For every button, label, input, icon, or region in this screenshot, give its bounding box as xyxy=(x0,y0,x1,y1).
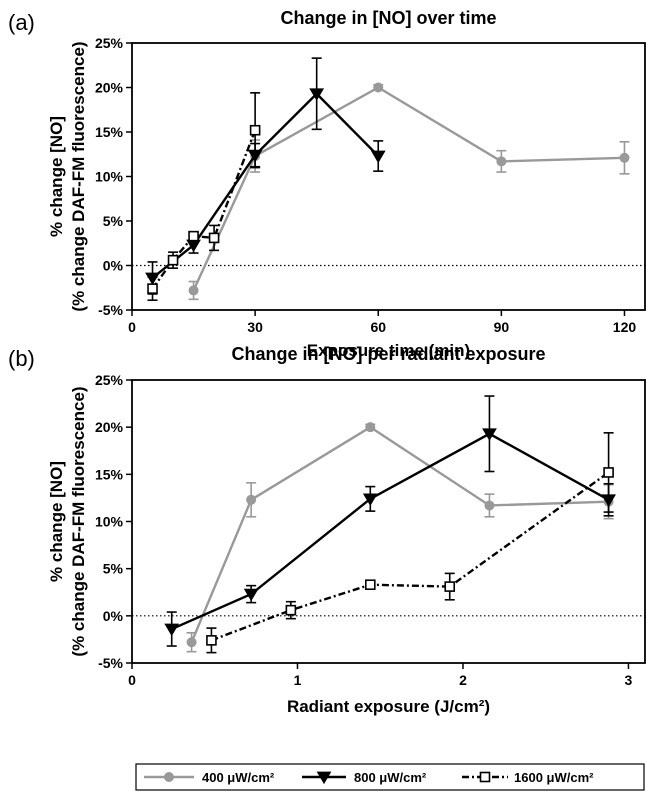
legend-marker-swatch xyxy=(316,771,332,785)
data-point xyxy=(188,285,199,296)
y-tick-label: 10% xyxy=(95,514,124,530)
chart-title: Change in [NO] per radiant exposure xyxy=(231,344,545,364)
legend-entry-1: 800 μW/cm² xyxy=(302,770,427,785)
plot-frame xyxy=(131,42,646,311)
x-tick-label: 0 xyxy=(128,319,136,335)
y-axis-label-line2: (% change DAF-FM fluorescence) xyxy=(69,41,88,311)
y-tick-label: 20% xyxy=(95,419,124,435)
legend-label: 400 μW/cm² xyxy=(202,770,275,785)
x-tick-label: 30 xyxy=(247,319,263,335)
series-line xyxy=(211,471,610,642)
y-tick-label: 0% xyxy=(103,608,124,624)
plot-frame xyxy=(131,379,646,664)
legend-label: 800 μW/cm² xyxy=(354,770,427,785)
y-tick-label: 20% xyxy=(95,80,124,96)
x-tick-label: 0 xyxy=(128,672,136,688)
x-tick-label: 120 xyxy=(613,319,637,335)
x-tick-label: 1 xyxy=(294,672,302,688)
y-tick-label: 15% xyxy=(95,124,124,140)
chart-title: Change in [NO] over time xyxy=(280,8,496,28)
x-tick-label: 2 xyxy=(459,672,467,688)
panel-label: (b) xyxy=(8,346,35,371)
data-point xyxy=(496,156,507,167)
data-point xyxy=(206,635,217,646)
y-axis-label-line1: % change [NO] xyxy=(47,461,66,582)
data-point xyxy=(484,500,495,511)
data-point xyxy=(362,493,378,507)
data-point xyxy=(373,82,384,93)
data-point xyxy=(246,494,257,505)
panel-label: (a) xyxy=(8,10,35,35)
y-tick-label: 10% xyxy=(95,169,124,185)
y-tick-label: -5% xyxy=(98,302,123,318)
x-tick-label: 3 xyxy=(625,672,633,688)
series-1 xyxy=(145,57,386,295)
legend-box xyxy=(135,763,645,791)
data-point xyxy=(309,88,325,101)
data-point xyxy=(167,254,179,266)
series-1 xyxy=(164,395,616,647)
data-point xyxy=(482,428,497,441)
data-point xyxy=(444,581,456,592)
y-tick-label: 15% xyxy=(95,466,124,482)
data-point xyxy=(365,422,376,433)
data-point xyxy=(603,467,614,478)
legend-marker-swatch xyxy=(164,772,174,782)
legend-entry-2: 1600 μW/cm² xyxy=(462,770,594,785)
x-axis-label: Radiant exposure (J/cm²) xyxy=(287,697,490,716)
legend-marker-swatch xyxy=(479,771,491,783)
data-point xyxy=(364,579,376,591)
series-line xyxy=(192,86,625,291)
x-axis-label: Exposure time (min) xyxy=(307,341,470,360)
y-tick-label: 5% xyxy=(103,213,124,229)
series-2 xyxy=(147,92,261,302)
data-point xyxy=(208,232,220,244)
y-tick-label: 25% xyxy=(95,35,124,51)
data-point xyxy=(186,637,197,648)
y-axis-label-line1: % change [NO] xyxy=(47,116,66,237)
x-tick-label: 60 xyxy=(370,319,386,335)
chart-panel-b: (b) Change in [NO] per radiant exposure -5… xyxy=(8,344,646,716)
data-point xyxy=(249,124,261,136)
series-2 xyxy=(206,432,614,654)
series-line xyxy=(151,92,380,279)
data-point xyxy=(188,230,199,242)
legend-label: 1600 μW/cm² xyxy=(514,770,594,785)
data-point xyxy=(370,150,386,164)
y-tick-label: 0% xyxy=(103,258,124,274)
legend: 400 μW/cm² 800 μW/cm² 1600 μW/cm² xyxy=(135,763,645,791)
data-point xyxy=(147,283,158,294)
data-point xyxy=(243,588,259,602)
series-0 xyxy=(188,82,630,301)
chart-panel-a: (a) Change in [NO] over time -5% 0% 5% 10% 15%… xyxy=(8,8,646,360)
series-0 xyxy=(186,422,614,653)
legend-entry-0: 400 μW/cm² xyxy=(144,770,275,785)
data-point xyxy=(285,604,297,616)
y-tick-label: -5% xyxy=(98,655,123,671)
y-axis-label-line2: (% change DAF-FM fluorescence) xyxy=(69,386,88,656)
data-point xyxy=(164,623,180,637)
y-tick-label: 5% xyxy=(103,561,124,577)
data-point xyxy=(619,152,630,163)
series-line xyxy=(190,425,609,643)
x-tick-label: 90 xyxy=(494,319,510,335)
y-tick-label: 25% xyxy=(95,372,124,388)
